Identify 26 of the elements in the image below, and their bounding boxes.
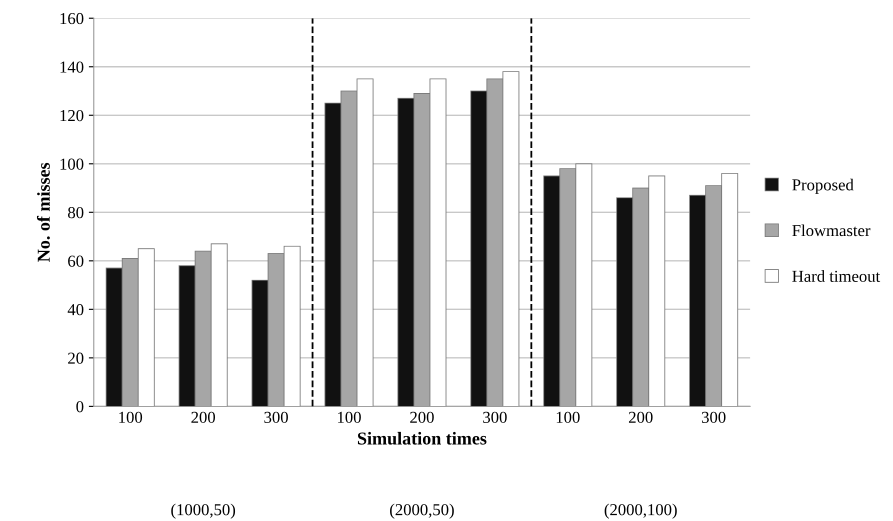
legend-label: Hard timeout — [792, 270, 880, 282]
x-tick-label: 200 — [410, 412, 434, 423]
x-tick-label: 300 — [702, 412, 726, 423]
text: (1000,50) — [171, 504, 236, 519]
x-tick-label: 100 — [556, 412, 580, 423]
y-tick-label: 20 — [68, 352, 84, 364]
legend-label: Proposed — [792, 178, 854, 194]
text: (2000,100) — [604, 504, 677, 519]
x-axis-title: Simulation times — [358, 432, 486, 445]
x-tick-label: 100 — [119, 412, 142, 423]
y-tick-label: 160 — [60, 12, 84, 24]
y-tick-label: 0 — [76, 401, 84, 412]
x-tick-label: 300 — [483, 412, 507, 423]
x-tick-label: 200 — [628, 412, 653, 423]
x-tick-label: 100 — [338, 412, 361, 423]
y-tick-label: 60 — [68, 256, 84, 267]
y-tick-label: 100 — [60, 158, 84, 170]
y-tick-label: 140 — [60, 61, 84, 73]
y-tick-label: 120 — [60, 110, 84, 122]
legend-label: Flowmaster — [792, 224, 870, 236]
y-axis-title: No. of misses — [36, 162, 50, 262]
y-tick-label: 80 — [68, 207, 84, 218]
x-tick-label: 200 — [191, 412, 216, 423]
y-tick-label: 40 — [68, 304, 84, 316]
x-tick-label: 300 — [264, 412, 288, 423]
text: (2000,50) — [390, 504, 454, 519]
